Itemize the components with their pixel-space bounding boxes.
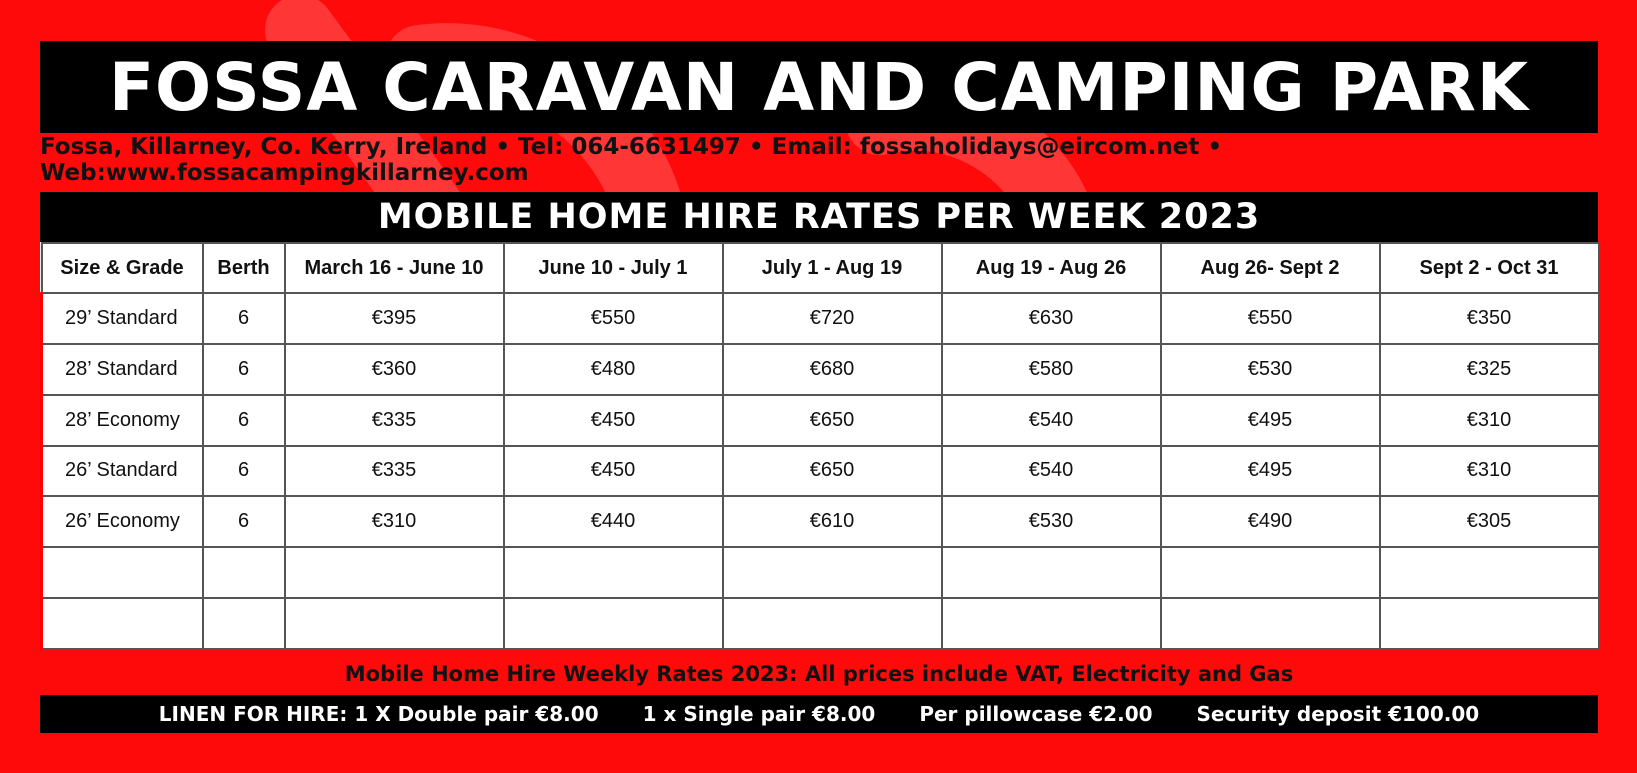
- table-cell: €540: [940, 393, 1162, 447]
- table-cell: €305: [1378, 495, 1600, 549]
- table-cell: €530: [1159, 342, 1381, 396]
- table-row: 28’ Standard 6 €360 €480 €680 €580 €530 …: [40, 342, 1600, 396]
- table-cell: [283, 597, 505, 650]
- table-cell: [502, 597, 724, 650]
- table-cell: [721, 546, 943, 600]
- table-cell: €335: [283, 444, 505, 498]
- table-cell: [721, 597, 943, 650]
- column-header: Sept 2 - Oct 31: [1378, 242, 1600, 294]
- table-cell: €540: [940, 444, 1162, 498]
- table-cell: [1378, 546, 1600, 600]
- rates-heading: MOBILE HOME HIRE RATES PER WEEK 2023: [377, 197, 1261, 237]
- table-cell: €490: [1159, 495, 1381, 549]
- column-header: Berth: [201, 242, 286, 294]
- table-cell: €310: [283, 495, 505, 549]
- park-title: FOSSA CARAVAN AND CAMPING PARK: [108, 48, 1530, 126]
- table-cell: €550: [1159, 292, 1381, 345]
- table-cell: €650: [721, 444, 943, 498]
- column-header: Size & Grade: [40, 242, 204, 294]
- linen-banner: LINEN FOR HIRE: 1 X Double pair €8.00 1 …: [40, 695, 1598, 733]
- table-cell: 26’ Economy: [40, 495, 204, 549]
- table-cell: €580: [940, 342, 1162, 396]
- table-cell: €450: [502, 393, 724, 447]
- table-cell: €310: [1378, 444, 1600, 498]
- table-cell: [940, 597, 1162, 650]
- table-cell: €480: [502, 342, 724, 396]
- linen-double: LINEN FOR HIRE: 1 X Double pair €8.00: [158, 702, 599, 726]
- table-cell: [940, 546, 1162, 600]
- contact-info: Fossa, Killarney, Co. Kerry, Ireland • T…: [40, 134, 1223, 186]
- table-cell: [201, 546, 286, 600]
- column-header: June 10 - July 1: [502, 242, 724, 294]
- table-cell: [1159, 597, 1381, 650]
- table-cell: €495: [1159, 444, 1381, 498]
- table-cell: 28’ Standard: [40, 342, 204, 396]
- table-cell: €530: [940, 495, 1162, 549]
- column-header: March 16 - June 10: [283, 242, 505, 294]
- table-cell: [1159, 546, 1381, 600]
- table-cell: €550: [502, 292, 724, 345]
- table-cell: €450: [502, 444, 724, 498]
- table-cell: €350: [1378, 292, 1600, 345]
- table-cell: €650: [721, 393, 943, 447]
- table-cell: 6: [201, 393, 286, 447]
- table-cell: 6: [201, 495, 286, 549]
- table-cell: €335: [283, 393, 505, 447]
- table-cell: [283, 546, 505, 600]
- table-cell: [502, 546, 724, 600]
- table-cell: 26’ Standard: [40, 444, 204, 498]
- title-banner: FOSSA CARAVAN AND CAMPING PARK: [40, 41, 1598, 133]
- table-row: 26’ Standard 6 €335 €450 €650 €540 €495 …: [40, 444, 1600, 498]
- table-cell: [201, 597, 286, 650]
- table-row: [40, 546, 1600, 600]
- column-header: July 1 - Aug 19: [721, 242, 943, 294]
- table-cell: €310: [1378, 393, 1600, 447]
- column-header: Aug 19 - Aug 26: [940, 242, 1162, 294]
- table-cell: 28’ Economy: [40, 393, 204, 447]
- table-cell: [1378, 597, 1600, 650]
- table-row: 26’ Economy 6 €310 €440 €610 €530 €490 €…: [40, 495, 1600, 549]
- table-cell: [40, 597, 204, 650]
- table-cell: €680: [721, 342, 943, 396]
- table-header-row: Size & Grade Berth March 16 - June 10 Ju…: [40, 242, 1600, 294]
- table-cell: 6: [201, 292, 286, 345]
- table-cell: €395: [283, 292, 505, 345]
- table-cell: €325: [1378, 342, 1600, 396]
- table-row: 29’ Standard 6 €395 €550 €720 €630 €550 …: [40, 292, 1600, 345]
- table-cell: €610: [721, 495, 943, 549]
- security-deposit: Security deposit €100.00: [1196, 702, 1480, 726]
- table-cell: €495: [1159, 393, 1381, 447]
- linen-single: 1 x Single pair €8.00: [642, 702, 876, 726]
- table-row: 28’ Economy 6 €335 €450 €650 €540 €495 €…: [40, 393, 1600, 447]
- table-row: [40, 597, 1600, 650]
- table-cell: 6: [201, 444, 286, 498]
- rates-table: Size & Grade Berth March 16 - June 10 Ju…: [40, 242, 1600, 650]
- rates-banner: MOBILE HOME HIRE RATES PER WEEK 2023: [40, 192, 1598, 242]
- table-cell: [40, 546, 204, 600]
- linen-pillowcase: Per pillowcase €2.00: [919, 702, 1153, 726]
- pricing-note: Mobile Home Hire Weekly Rates 2023: All …: [344, 662, 1294, 686]
- table-cell: 6: [201, 342, 286, 396]
- table-cell: €360: [283, 342, 505, 396]
- table-cell: €440: [502, 495, 724, 549]
- column-header: Aug 26- Sept 2: [1159, 242, 1381, 294]
- table-cell: €630: [940, 292, 1162, 345]
- table-cell: €720: [721, 292, 943, 345]
- table-cell: 29’ Standard: [40, 292, 204, 345]
